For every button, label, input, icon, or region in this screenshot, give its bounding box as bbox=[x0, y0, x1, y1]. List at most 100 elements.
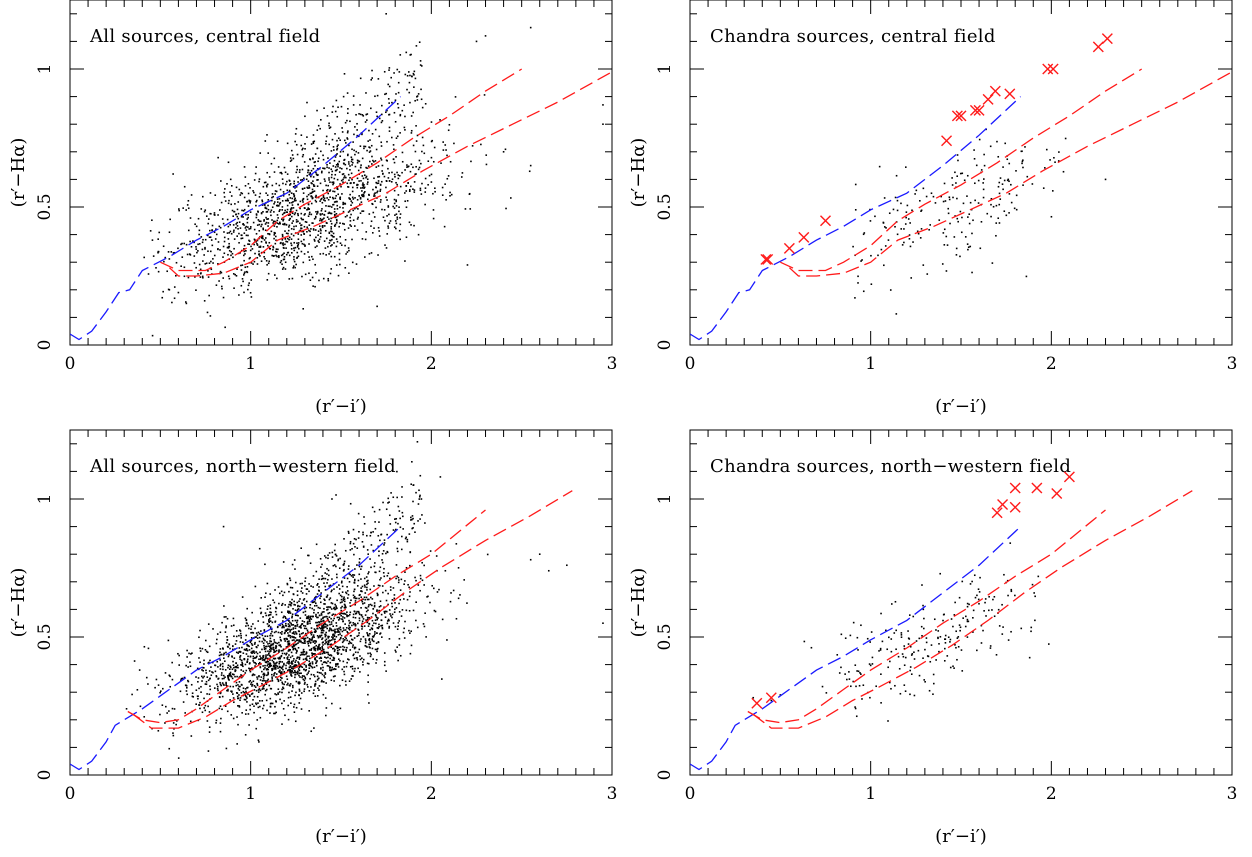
data-point bbox=[405, 74, 407, 76]
data-point bbox=[195, 248, 197, 250]
data-point bbox=[220, 664, 222, 666]
data-point bbox=[209, 711, 211, 713]
y-tick-label: 0.5 bbox=[655, 193, 675, 220]
data-point bbox=[252, 190, 254, 192]
data-point bbox=[315, 237, 317, 239]
data-point bbox=[332, 659, 334, 661]
data-point bbox=[287, 632, 289, 634]
data-point bbox=[356, 184, 358, 186]
data-point bbox=[942, 263, 944, 265]
data-point bbox=[331, 150, 333, 152]
data-point bbox=[307, 251, 309, 253]
data-point bbox=[221, 288, 223, 290]
data-point bbox=[192, 696, 194, 698]
data-point bbox=[899, 668, 901, 670]
data-point bbox=[378, 165, 380, 167]
data-point bbox=[328, 606, 330, 608]
data-point bbox=[214, 255, 216, 257]
data-point bbox=[246, 648, 248, 650]
data-point bbox=[372, 620, 374, 622]
data-point bbox=[239, 658, 241, 660]
data-point bbox=[331, 703, 333, 705]
data-point bbox=[869, 697, 871, 699]
data-point bbox=[469, 193, 471, 195]
data-point bbox=[377, 176, 379, 178]
data-point bbox=[274, 232, 276, 234]
data-point bbox=[909, 238, 911, 240]
data-point bbox=[321, 646, 323, 648]
data-point bbox=[322, 225, 324, 227]
data-point bbox=[380, 201, 382, 203]
data-point bbox=[282, 200, 284, 202]
data-point bbox=[888, 239, 890, 241]
data-point bbox=[300, 698, 302, 700]
red-dashed-curve-lower bbox=[169, 72, 612, 276]
data-point bbox=[359, 558, 361, 560]
data-point bbox=[855, 708, 857, 710]
data-point bbox=[259, 152, 261, 154]
data-point bbox=[1002, 166, 1004, 168]
data-point bbox=[190, 254, 192, 256]
data-point bbox=[217, 666, 219, 668]
data-point bbox=[327, 665, 329, 667]
data-point bbox=[320, 214, 322, 216]
data-point bbox=[257, 634, 259, 636]
data-point bbox=[943, 201, 945, 203]
data-point bbox=[379, 579, 381, 581]
data-point bbox=[359, 594, 361, 596]
data-point bbox=[368, 571, 370, 573]
data-point bbox=[228, 654, 230, 656]
data-point bbox=[250, 641, 252, 643]
data-point bbox=[353, 529, 355, 531]
data-point bbox=[988, 610, 990, 612]
data-point bbox=[245, 214, 247, 216]
data-point bbox=[232, 686, 234, 688]
data-point bbox=[311, 674, 313, 676]
data-point bbox=[467, 264, 469, 266]
data-point bbox=[1048, 643, 1050, 645]
data-point bbox=[321, 635, 323, 637]
data-point bbox=[324, 178, 326, 180]
data-point bbox=[284, 256, 286, 258]
data-point bbox=[325, 230, 327, 232]
data-point bbox=[370, 597, 372, 599]
data-point bbox=[334, 635, 336, 637]
data-point bbox=[398, 92, 400, 94]
data-point bbox=[298, 702, 300, 704]
data-point bbox=[266, 674, 268, 676]
data-point bbox=[373, 177, 375, 179]
data-point bbox=[983, 189, 985, 191]
data-point bbox=[343, 627, 345, 629]
data-point bbox=[228, 247, 230, 249]
data-point bbox=[289, 649, 291, 651]
data-point bbox=[974, 158, 976, 160]
data-point bbox=[251, 612, 253, 614]
data-point bbox=[342, 207, 344, 209]
data-point bbox=[931, 644, 933, 646]
data-point bbox=[297, 246, 299, 248]
data-point bbox=[402, 110, 404, 112]
data-point bbox=[331, 171, 333, 173]
data-point bbox=[458, 567, 460, 569]
data-point bbox=[375, 182, 377, 184]
data-point bbox=[401, 615, 403, 617]
data-point bbox=[306, 175, 308, 177]
data-point bbox=[212, 628, 214, 630]
data-point bbox=[311, 256, 313, 258]
data-point bbox=[317, 675, 319, 677]
data-point bbox=[223, 653, 225, 655]
data-point bbox=[369, 589, 371, 591]
data-point bbox=[420, 188, 422, 190]
data-point bbox=[358, 632, 360, 634]
data-point bbox=[303, 239, 305, 241]
data-point bbox=[280, 243, 282, 245]
data-point bbox=[318, 586, 320, 588]
data-point bbox=[923, 679, 925, 681]
data-point bbox=[390, 77, 392, 79]
data-point bbox=[313, 141, 315, 143]
data-point bbox=[321, 614, 323, 616]
data-point bbox=[339, 660, 341, 662]
data-point bbox=[309, 213, 311, 215]
data-point bbox=[165, 706, 167, 708]
data-point bbox=[415, 78, 417, 80]
